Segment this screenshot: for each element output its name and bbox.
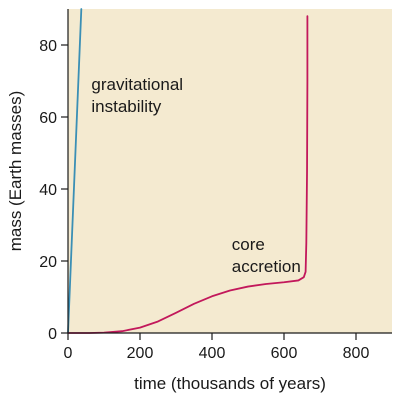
y-tick-label: 80 xyxy=(39,38,57,55)
axes-layer xyxy=(67,9,392,334)
x-tick-label: 200 xyxy=(127,345,154,362)
y-axis-title: mass (Earth masses) xyxy=(6,91,25,252)
y-tick-label: 20 xyxy=(39,254,57,271)
annotation-line: instability xyxy=(91,97,161,116)
x-tick-label: 400 xyxy=(199,345,226,362)
plot-background xyxy=(68,9,392,333)
x-tick-label: 600 xyxy=(271,345,298,362)
x-axis-title: time (thousands of years) xyxy=(134,374,326,393)
annotation-line: core xyxy=(232,235,265,254)
series-line-1 xyxy=(67,8,83,334)
series-layer xyxy=(67,8,309,334)
annotation-line: gravitational xyxy=(91,75,183,94)
annotation-2: core accretion xyxy=(232,235,301,276)
x-tick-label: 0 xyxy=(64,345,73,362)
annotation-line: accretion xyxy=(232,257,301,276)
series-line-2 xyxy=(67,15,309,334)
y-tick-label: 0 xyxy=(48,326,57,343)
y-tick-label: 40 xyxy=(39,182,57,199)
annotation-1: gravitational instability xyxy=(91,75,183,116)
y-tick-label: 60 xyxy=(39,110,57,127)
ticks-layer: 0 200 400 600 800 0 20 40 60 80 xyxy=(39,38,369,362)
annotation-layer: gravitational instability core accretion xyxy=(91,75,300,276)
x-tick-label: 800 xyxy=(343,345,370,362)
